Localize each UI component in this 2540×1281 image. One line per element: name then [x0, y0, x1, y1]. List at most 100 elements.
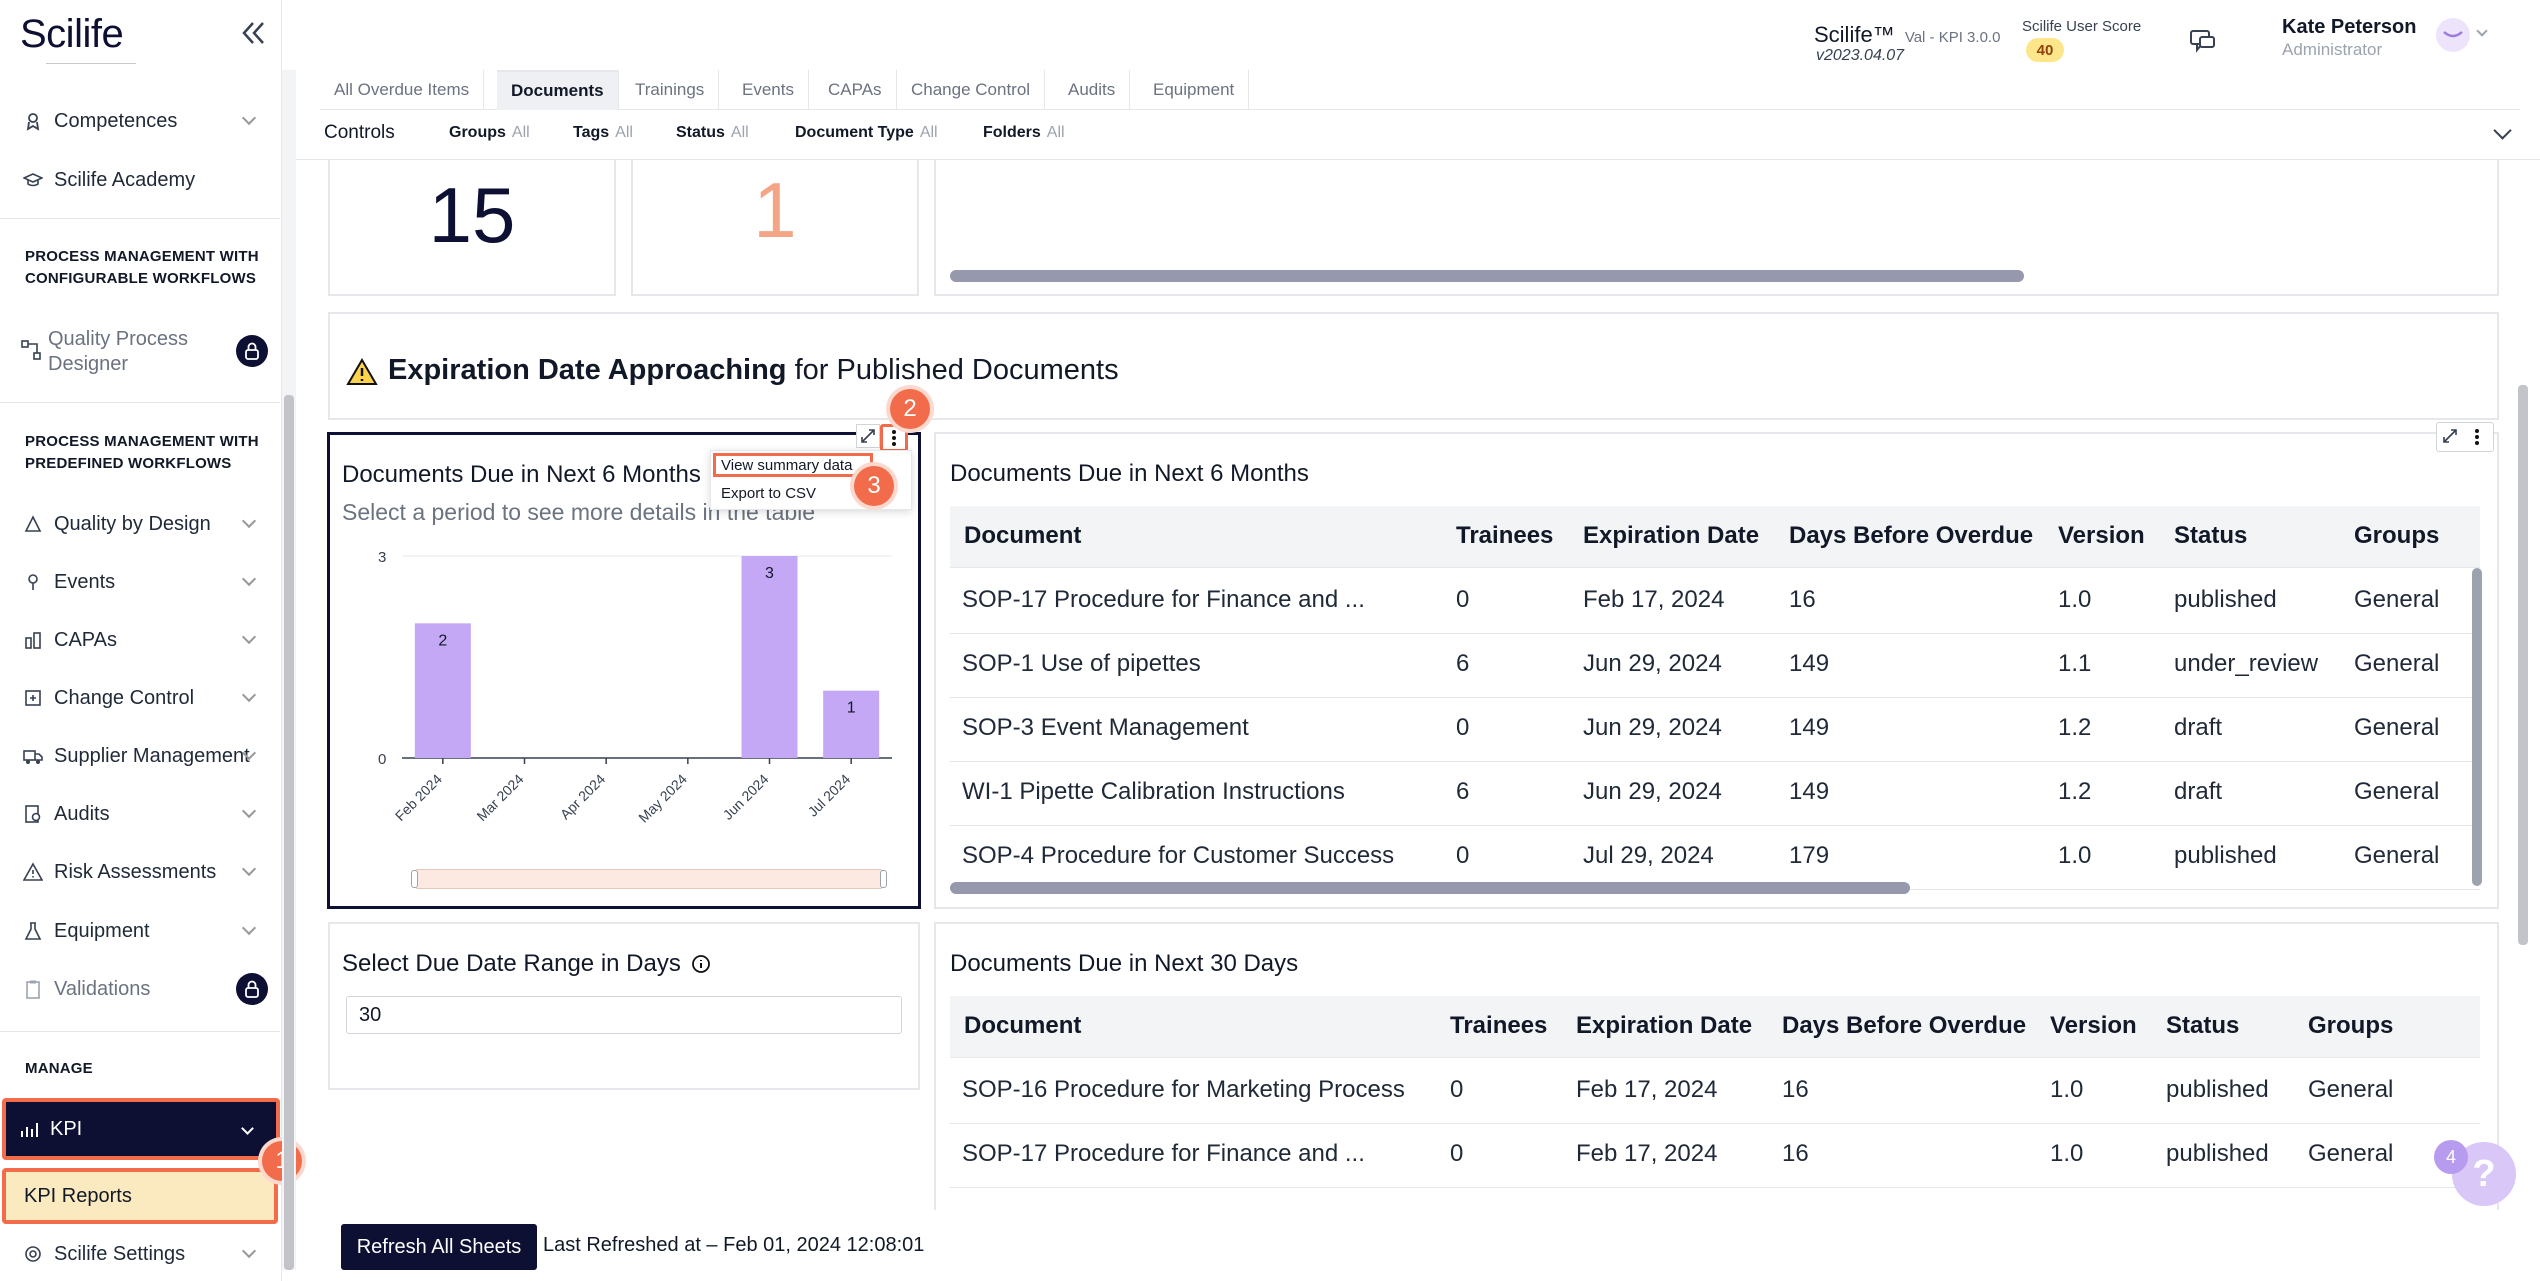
sidebar-item-audits[interactable]: Audits [0, 792, 280, 836]
column-header[interactable]: Trainees [1450, 1012, 1548, 1039]
column-header[interactable]: Groups [2308, 1012, 2394, 1039]
footer-bar [296, 1210, 2540, 1281]
chart-more-options-icon[interactable] [880, 424, 908, 452]
sidebar-item-quality-by-design[interactable]: Quality by Design [0, 502, 280, 546]
column-header[interactable]: Version [2050, 1012, 2137, 1039]
sidebar-scrollbar[interactable] [282, 70, 296, 1270]
due-date-range-input[interactable]: 30 [346, 996, 902, 1034]
horizontal-scrollbar-thumb[interactable] [950, 270, 2024, 282]
table-cell: General [2354, 842, 2440, 869]
refresh-all-sheets-button[interactable]: Refresh All Sheets [341, 1224, 537, 1270]
table-cell: 149 [1789, 650, 1830, 677]
sidebar-item-capas[interactable]: CAPAs [0, 618, 280, 662]
column-header[interactable]: Version [2058, 522, 2145, 549]
user-name[interactable]: Kate Peterson [2282, 16, 2417, 38]
menu-item-view-summary-data[interactable]: View summary data [713, 453, 873, 477]
table-row[interactable] [950, 1124, 2480, 1188]
filter-folders[interactable]: Folders All [983, 124, 1065, 142]
table-row[interactable] [950, 762, 2480, 826]
tab-trainings[interactable]: Trainings [621, 70, 720, 110]
table-row[interactable] [950, 1060, 2480, 1124]
collapse-sidebar-icon[interactable] [238, 18, 268, 48]
filter-groups[interactable]: Groups All [449, 124, 530, 142]
slider-handle-left[interactable] [411, 870, 418, 888]
sidebar-item-events[interactable]: Events [0, 560, 280, 604]
bar[interactable] [823, 690, 880, 758]
table-horizontal-scrollbar-thumb[interactable] [950, 882, 1910, 894]
column-header[interactable]: Status [2174, 522, 2248, 549]
column-header[interactable]: Document [964, 1012, 1082, 1039]
column-header[interactable]: Expiration Date [1576, 1012, 1753, 1039]
table-cell: Jun 29, 2024 [1583, 714, 1722, 741]
tab-capas[interactable]: CAPAs [814, 70, 897, 110]
sidebar-item-label: Change Control [54, 686, 195, 709]
tab-audits[interactable]: Audits [1054, 70, 1131, 110]
table-row[interactable] [950, 634, 2480, 698]
x-tick-label: Mar 2024 [473, 771, 526, 824]
sidebar-item-validations[interactable]: Validations [0, 967, 280, 1011]
slider-handle-right[interactable] [880, 870, 887, 888]
sidebar-item-risk-assessments[interactable]: Risk Assessments [0, 850, 280, 894]
column-header[interactable]: Status [2166, 1012, 2240, 1039]
table-more-options-icon[interactable] [2474, 428, 2484, 446]
pin-icon [22, 571, 44, 593]
column-header[interactable]: Groups [2354, 522, 2440, 549]
column-header[interactable]: Days Before Overdue [1782, 1012, 2027, 1039]
column-header[interactable]: Document [964, 522, 1082, 549]
filter-status[interactable]: Status All [676, 124, 749, 142]
bar-chart[interactable]: 3 0 2 Feb 2024 Mar 2024 Apr 2024 May 2024 3 Jun … [342, 540, 902, 870]
table-card-30-days: Documents Due in Next 30 Days Document T… [934, 922, 2499, 1210]
chevron-down-icon [241, 920, 257, 936]
chart-range-slider[interactable] [411, 869, 887, 889]
sidebar-scrollbar-thumb[interactable] [284, 395, 294, 1270]
sidebar-item-label: Risk Assessments [54, 860, 217, 883]
sidebar-item-supplier-management[interactable]: Supplier Management [0, 734, 280, 778]
chart-expand-icon[interactable] [856, 424, 880, 448]
sidebar-item-kpi[interactable]: KPI [2, 1098, 280, 1160]
tab-bar [320, 70, 2520, 110]
sidebar-item-change-control[interactable]: Change Control [0, 676, 280, 720]
app-logo[interactable]: Scilife [20, 12, 124, 56]
range-card: Select Due Date Range in Days 30 [328, 922, 920, 1090]
tab-equipment[interactable]: Equipment [1139, 70, 1250, 110]
column-header[interactable]: Trainees [1456, 522, 1554, 549]
info-icon[interactable] [691, 954, 711, 974]
table-row[interactable] [950, 570, 2480, 634]
user-score-badge[interactable]: 40 [2026, 38, 2064, 62]
sidebar-item-scilife-settings[interactable]: Scilife Settings [0, 1232, 280, 1276]
table-row[interactable] [950, 698, 2480, 762]
table-cell: Feb 17, 2024 [1583, 586, 1725, 613]
table-vertical-scrollbar-thumb[interactable] [2472, 568, 2482, 886]
last-refreshed-text: Last Refreshed at – Feb 01, 2024 12:08:0… [543, 1234, 925, 1256]
sidebar-item-equipment[interactable]: Equipment [0, 909, 280, 953]
filter-tags[interactable]: Tags All [573, 124, 633, 142]
sidebar-item-quality-process-designer[interactable]: Quality Process Designer [0, 325, 280, 377]
bar[interactable] [414, 623, 471, 758]
tab-change-control[interactable]: Change Control [897, 70, 1046, 110]
main-scrollbar-thumb[interactable] [2518, 385, 2528, 945]
column-header[interactable]: Days Before Overdue [1789, 522, 2034, 549]
table-expand-icon[interactable] [2442, 428, 2460, 446]
table-cell: 0 [1450, 1076, 1464, 1103]
chat-icon[interactable] [2188, 28, 2218, 56]
main-scrollbar[interactable] [2516, 160, 2530, 1200]
bar[interactable] [741, 556, 798, 758]
column-header[interactable]: Expiration Date [1583, 522, 1760, 549]
table-cell: 6 [1456, 778, 1470, 805]
avatar[interactable] [2436, 18, 2470, 52]
tab-documents[interactable]: Documents [497, 70, 619, 110]
sidebar-item-kpi-reports[interactable]: KPI Reports [2, 1168, 278, 1224]
tab-all-overdue-items[interactable]: All Overdue Items [320, 70, 485, 110]
chart-card[interactable]: Documents Due in Next 6 Months Select a … [327, 432, 921, 909]
table-cell: WI-1 Pipette Calibration Instructions [962, 778, 1345, 805]
chevron-down-icon [241, 110, 257, 126]
kpi-card-overdue: 1 [631, 160, 919, 296]
sidebar-item-competences[interactable]: Competences [0, 99, 280, 143]
filter-value: All [1046, 124, 1065, 141]
user-menu-chevron-icon[interactable] [2476, 25, 2488, 37]
filter-document-type[interactable]: Document Type All [795, 124, 938, 142]
table-title: Documents Due in Next 6 Months [950, 460, 1309, 487]
tab-events[interactable]: Events [728, 70, 809, 110]
sidebar-item-scilife-academy[interactable]: Scilife Academy [0, 158, 280, 202]
menu-item-export-to-csv[interactable]: Export to CSV [721, 485, 817, 502]
